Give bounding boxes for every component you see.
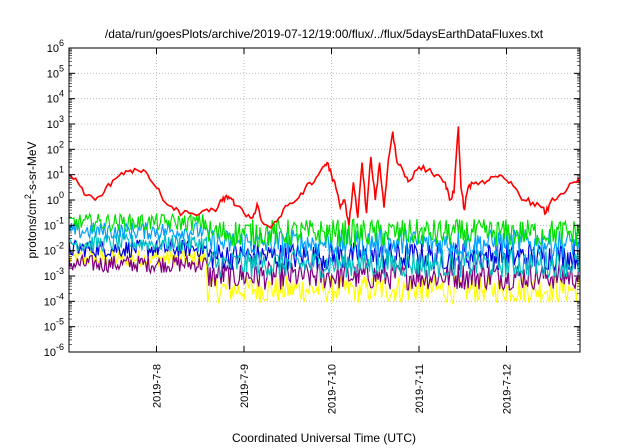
y-tick-label: 10-3 — [44, 266, 64, 283]
flux-series-line — [68, 232, 581, 279]
x-axis-ticks: 2019-7-8 2019-7-9 2019-7-10 2019-7-11 2019-7… — [152, 48, 514, 414]
red-flux-series-line — [68, 126, 581, 229]
y-tick-label: 10-1 — [44, 215, 64, 232]
grid-lines — [69, 48, 580, 352]
y-tick-label: 10-6 — [44, 342, 64, 359]
flux-series-line — [68, 253, 581, 291]
y-axis-title: protons/cm2-s-sr-MeV — [23, 141, 39, 258]
x-tick-label: 2019-7-9 — [239, 364, 251, 408]
y-axis-title-part1: protons/cm — [25, 199, 39, 258]
x-tick-label: 2019-7-12 — [502, 364, 514, 414]
y-axis-title-superscript: 2 — [23, 194, 33, 199]
x-tick-label: 2019-7-10 — [327, 364, 339, 414]
flux-series-line — [68, 211, 581, 249]
y-tick-label: 10-2 — [44, 241, 64, 258]
chart-title: /data/run/goesPlots/archive/2019-07-12/1… — [105, 27, 544, 41]
y-tick-label: 106 — [47, 38, 64, 55]
y-tick-label: 100 — [47, 190, 64, 207]
y-tick-label: 103 — [47, 114, 64, 131]
y-tick-label: 10-4 — [44, 291, 64, 308]
data-series — [68, 126, 581, 306]
x-axis-title: Coordinated Universal Time (UTC) — [232, 431, 416, 445]
y-tick-label: 101 — [47, 165, 64, 182]
x-tick-label: 2019-7-11 — [414, 364, 426, 413]
flux-series-line — [68, 249, 581, 306]
x-tick-label: 2019-7-8 — [152, 364, 164, 408]
y-axis-title-part2: -s-sr-MeV — [25, 141, 39, 194]
y-tick-label: 105 — [47, 63, 64, 80]
y-tick-label: 104 — [47, 89, 64, 106]
y-axis-ticks: 10-6 10-5 10-4 10-3 10-2 10-1 100 101 102 103 104 1… — [44, 38, 580, 359]
y-tick-label: 102 — [47, 139, 64, 156]
y-tick-label: 10-5 — [44, 317, 64, 334]
